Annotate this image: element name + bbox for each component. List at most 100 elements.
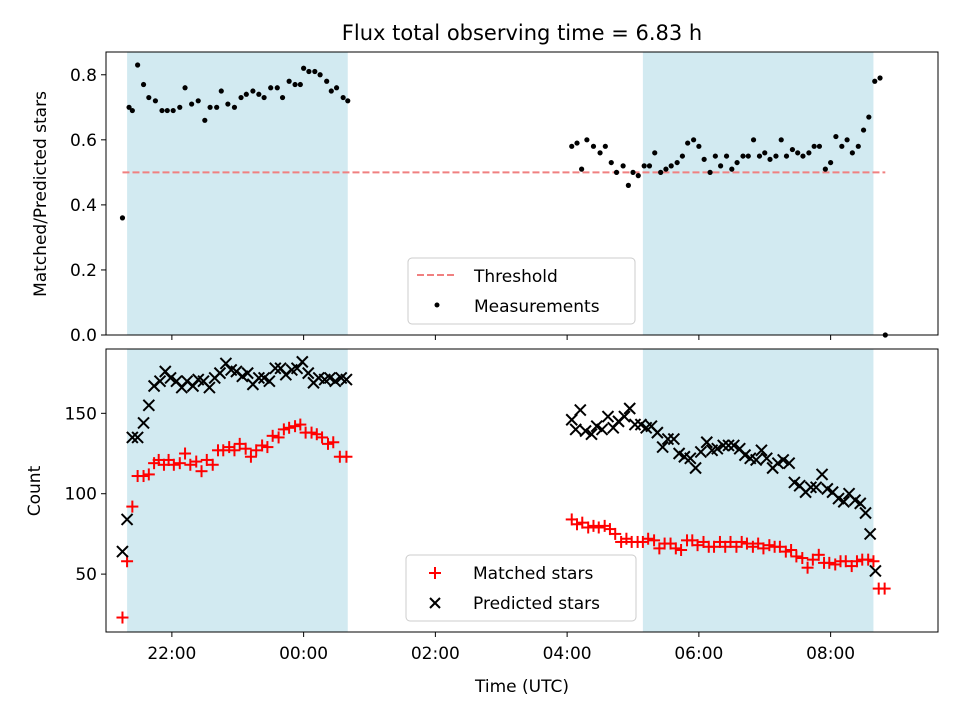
matched-star-point <box>763 539 776 552</box>
measurement-point <box>740 153 746 159</box>
top-x-ticks <box>171 335 832 340</box>
measurement-point <box>177 104 183 110</box>
bottom-x-tick-label: 04:00 <box>543 644 592 664</box>
measurement-point <box>129 107 135 114</box>
measurement-point <box>745 153 751 159</box>
predicted-star-point <box>340 373 353 386</box>
matched-star-point <box>289 420 302 433</box>
matched-star-point <box>116 611 129 624</box>
predicted-star-point <box>296 355 309 369</box>
predicted-star-point <box>164 371 177 385</box>
predicted-star-point <box>595 423 609 436</box>
matched-star-point <box>228 444 241 457</box>
measurement-point <box>297 81 303 88</box>
measurement-point <box>597 150 603 156</box>
top-y-tick-label: 0.8 <box>70 66 97 86</box>
predicted-star-point <box>628 418 642 431</box>
matched-star-point <box>244 450 257 463</box>
measurement-point <box>646 163 653 169</box>
predicted-star-point <box>760 452 773 465</box>
matched-star-point <box>142 468 155 481</box>
measurement-point <box>773 153 779 159</box>
bottom-y-tick-label: 100 <box>65 485 97 505</box>
matched-star-point <box>239 442 252 455</box>
measurement-point <box>243 91 249 97</box>
measurement-point <box>140 81 147 88</box>
predicted-star-point <box>749 453 763 467</box>
measurement-point <box>696 143 702 149</box>
measurement-point <box>608 159 614 166</box>
measurement-point <box>778 137 784 143</box>
measurement-point <box>189 101 195 107</box>
matched-star-point <box>779 545 792 558</box>
predicted-star-point <box>700 436 713 449</box>
matched-star-point <box>801 561 814 574</box>
predicted-star-point <box>126 431 139 444</box>
predicted-star-point <box>809 481 823 494</box>
predicted-star-point <box>804 481 818 494</box>
matched-star-point <box>173 457 186 470</box>
matched-star-point <box>206 458 219 471</box>
measurement-point <box>569 143 575 149</box>
matched-star-point <box>862 553 875 566</box>
matched-star-point <box>587 519 600 532</box>
bottom-x-tick-label: 00:00 <box>279 644 328 664</box>
measurement-point <box>146 94 152 101</box>
measurement-point <box>844 137 850 143</box>
measurement-point <box>679 153 686 159</box>
measurement-point <box>584 137 590 143</box>
measurement-point <box>663 166 669 172</box>
measurement-point <box>119 215 126 221</box>
matched-star-point <box>669 542 682 555</box>
bottom-panel: 50 100 150 22:00 00:00 02:00 04:00 06:00 08:00 <box>65 348 939 664</box>
measurement-point <box>849 150 855 156</box>
top-axes-frame <box>105 51 939 336</box>
matched-star-point <box>340 450 353 463</box>
measurement-point <box>811 143 817 149</box>
measurement-point <box>658 169 664 175</box>
top-y-ticks: 0.0 0.2 0.4 0.6 0.8 <box>70 66 106 346</box>
matched-star-point <box>812 548 825 561</box>
measurement-point <box>718 163 724 169</box>
legend-predicted-label: Predicted stars <box>473 594 600 614</box>
x-axis-label: Time (UTC) <box>474 677 569 697</box>
bottom-shaded-span <box>642 349 874 632</box>
predicted-star-point <box>131 431 144 444</box>
measurement-point <box>292 81 298 88</box>
bottom-legend: Matched stars Predicted stars <box>405 554 637 622</box>
legend-predicted-swatch <box>429 597 441 609</box>
predicted-star-point <box>120 513 134 526</box>
predicted-star-point <box>116 545 129 558</box>
legend-matched-label: Matched stars <box>473 564 593 584</box>
predicted-star-point <box>717 439 730 452</box>
predicted-star-point <box>667 432 681 446</box>
measurement-point <box>231 104 238 110</box>
bottom-y-tick-label: 50 <box>75 565 97 585</box>
top-panel: 0.0 0.2 0.4 0.6 0.8 <box>70 51 939 346</box>
measurement-point <box>261 94 267 101</box>
predicted-star-point <box>569 423 582 436</box>
measurement-point <box>590 143 597 149</box>
matched-star-point <box>878 582 891 595</box>
matched-star-point <box>266 429 279 442</box>
matched-star-point <box>790 550 803 563</box>
bottom-markers <box>116 355 891 624</box>
matched-star-point <box>796 552 809 565</box>
predicted-star-point <box>869 564 882 578</box>
measurement-point <box>652 150 658 156</box>
predicted-star-point <box>579 424 592 438</box>
matched-star-point <box>321 437 334 450</box>
bottom-x-tick-label: 06:00 <box>674 644 723 664</box>
measurement-point <box>135 62 141 68</box>
predicted-star-point <box>585 428 598 441</box>
measurement-point <box>674 159 680 166</box>
measurement-point <box>800 153 806 159</box>
measurement-point <box>328 88 334 94</box>
predicted-star-point <box>782 456 796 470</box>
measurement-point <box>250 88 256 94</box>
matched-star-point <box>867 555 880 568</box>
measurement-point <box>828 159 834 166</box>
measurement-point <box>855 143 861 149</box>
measurement-point <box>268 85 274 91</box>
